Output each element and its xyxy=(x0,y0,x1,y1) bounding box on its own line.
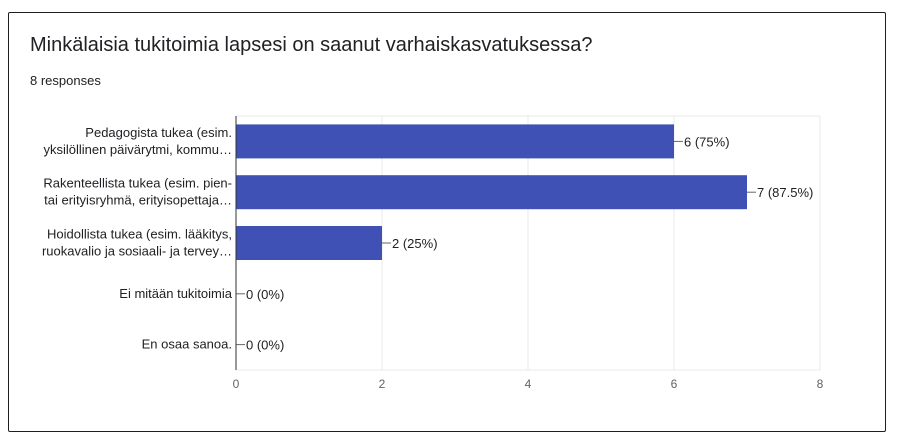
category-label: ruokavalio ja sosiaali- ja tervey… xyxy=(42,244,232,259)
data-label: 2 (25%) xyxy=(392,236,438,251)
data-label: 6 (75%) xyxy=(684,134,730,149)
x-tick-label: 4 xyxy=(525,377,532,391)
category-label: Pedagogista tukea (esim. xyxy=(85,125,232,140)
data-label: 0 (0%) xyxy=(246,287,284,302)
data-label: 0 (0%) xyxy=(246,338,284,353)
bar xyxy=(236,124,674,159)
x-tick-label: 6 xyxy=(671,377,678,391)
chart-card xyxy=(8,12,886,432)
x-tick-label: 2 xyxy=(379,377,386,391)
x-tick-label: 8 xyxy=(817,377,824,391)
category-label: Ei mitään tukitoimia xyxy=(119,286,232,301)
category-label: Hoidollista tukea (esim. lääkitys, xyxy=(47,227,232,242)
category-label: tai erityisryhmä, erityisopettaja… xyxy=(44,193,232,208)
data-label: 7 (87.5%) xyxy=(757,185,813,200)
x-tick-label: 0 xyxy=(233,377,240,391)
question-title: Minkälaisia tukitoimia lapsesi on saanut… xyxy=(30,34,593,56)
category-label: yksilöllinen päivärytmi, kommu… xyxy=(43,142,232,157)
bar xyxy=(236,226,382,260)
bar xyxy=(236,175,747,210)
category-label: Rakenteellista tukea (esim. pien- xyxy=(43,176,232,191)
response-count: 8 responses xyxy=(30,73,101,88)
category-label: En osaa sanoa. xyxy=(142,337,232,352)
